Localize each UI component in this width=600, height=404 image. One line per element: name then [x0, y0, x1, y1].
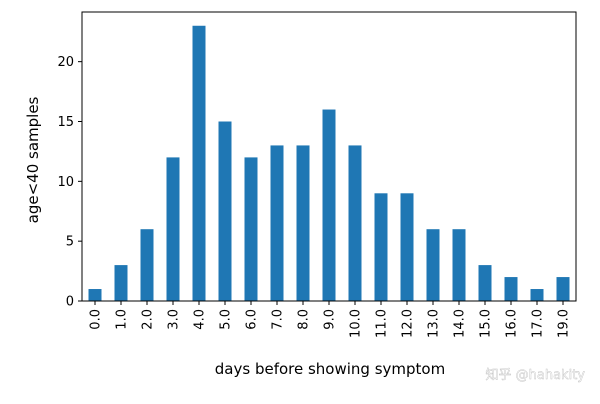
x-tick-label: 11.0 — [375, 309, 390, 338]
y-tick-label: 15 — [57, 115, 74, 130]
bar-16.0 — [504, 277, 518, 301]
bar-2.0 — [140, 229, 154, 301]
y-tick-label: 5 — [66, 235, 74, 250]
watermark-text: 知乎 @hahakity — [486, 367, 586, 383]
bar-19.0 — [556, 277, 570, 301]
x-tick-label: 12.0 — [401, 309, 416, 338]
x-tick-label: 16.0 — [505, 309, 520, 338]
bar-3.0 — [166, 157, 180, 301]
x-tick-label: 19.0 — [557, 309, 572, 338]
bar-11.0 — [374, 193, 388, 301]
x-tick-label: 14.0 — [453, 309, 468, 338]
bar-10.0 — [348, 145, 362, 301]
x-tick-label: 8.0 — [297, 309, 312, 330]
x-tick-label: 3.0 — [167, 309, 182, 330]
ticks-layer: 0 5 10 15 20 0.0 1.0 2.0 3.0 4.0 5.0 6.0 7.0 8.0 9.0 10… — [57, 55, 571, 338]
y-tick-label: 20 — [57, 55, 74, 70]
x-tick-label: 4.0 — [193, 309, 208, 330]
x-tick-label: 17.0 — [531, 309, 546, 338]
bar-8.0 — [296, 145, 310, 301]
x-tick-label: 0.0 — [89, 309, 104, 330]
y-axis-label: age<40 samples — [24, 96, 42, 223]
bar-1.0 — [114, 265, 128, 301]
x-tick-label: 7.0 — [271, 309, 286, 330]
x-tick-label: 15.0 — [479, 309, 494, 338]
x-tick-label: 9.0 — [323, 309, 338, 330]
bars-layer — [88, 25, 570, 301]
bar-17.0 — [530, 289, 544, 301]
bar-9.0 — [322, 109, 336, 301]
x-tick-label: 13.0 — [427, 309, 442, 338]
x-tick-label: 2.0 — [141, 309, 156, 330]
x-tick-label: 10.0 — [349, 309, 364, 338]
bar-15.0 — [478, 265, 492, 301]
bar-0.0 — [88, 289, 102, 301]
bar-13.0 — [426, 229, 440, 301]
y-tick-label: 0 — [66, 295, 74, 310]
x-tick-label: 5.0 — [219, 309, 234, 330]
bar-14.0 — [452, 229, 466, 301]
bar-7.0 — [270, 145, 284, 301]
bar-4.0 — [192, 25, 206, 301]
x-axis-label: days before showing symptom — [215, 360, 445, 378]
bar-6.0 — [244, 157, 258, 301]
bar-12.0 — [400, 193, 414, 301]
x-tick-label: 6.0 — [245, 309, 260, 330]
bar-5.0 — [218, 121, 232, 301]
x-tick-label: 1.0 — [115, 309, 130, 330]
y-tick-label: 10 — [57, 175, 74, 190]
